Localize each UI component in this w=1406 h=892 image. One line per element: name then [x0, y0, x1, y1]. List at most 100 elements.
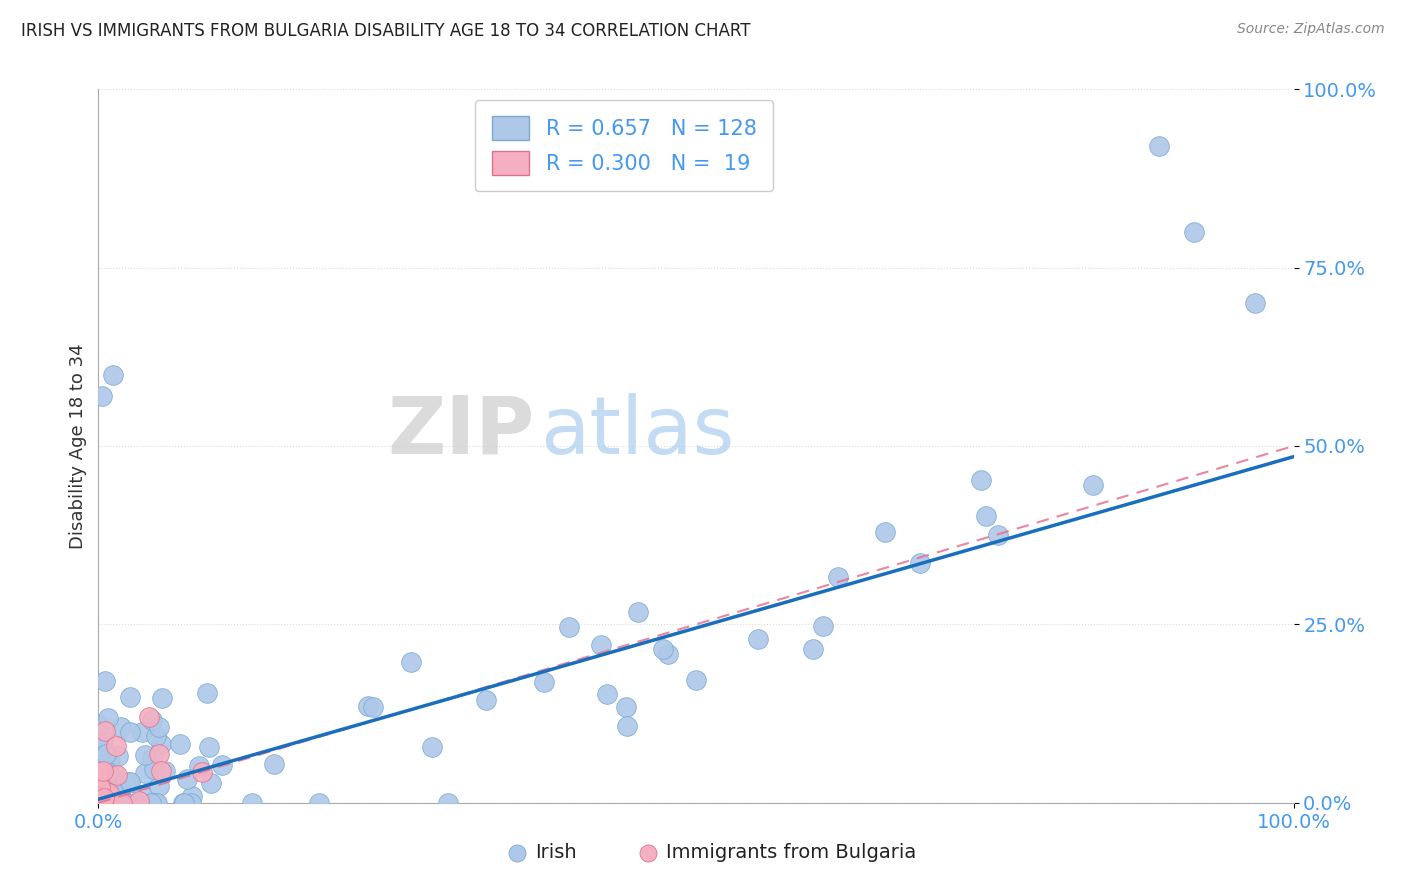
Y-axis label: Disability Age 18 to 34: Disability Age 18 to 34: [69, 343, 87, 549]
Point: [141, 751, 163, 765]
Point: [96, 772, 118, 786]
Point: [97, 765, 120, 780]
Point: [173, 796, 195, 810]
Point: [110, 781, 132, 796]
Point: [134, 747, 156, 762]
Point: [172, 796, 194, 810]
Point: [97, 757, 120, 772]
Text: Source: ZipAtlas.com: Source: ZipAtlas.com: [1237, 22, 1385, 37]
Point: [108, 796, 131, 810]
Point: [970, 473, 993, 487]
Point: [801, 642, 824, 657]
Point: [101, 796, 124, 810]
Point: [101, 796, 124, 810]
Point: [145, 796, 167, 810]
Point: [557, 619, 579, 633]
Point: [105, 768, 128, 782]
Point: [87, 752, 110, 766]
Point: [685, 673, 707, 688]
Point: [91, 389, 114, 403]
Point: [96, 787, 118, 801]
Point: [1182, 225, 1205, 239]
Point: [827, 569, 849, 583]
Point: [93, 790, 115, 805]
Point: [94, 748, 117, 763]
Point: [96, 796, 118, 810]
Point: [125, 796, 148, 810]
Point: [87, 796, 110, 810]
Point: [1149, 139, 1171, 153]
Point: [533, 675, 555, 690]
Point: [637, 846, 659, 860]
Point: [651, 641, 673, 656]
Point: [118, 724, 141, 739]
Point: [211, 758, 233, 772]
Point: [94, 674, 117, 689]
Point: [97, 787, 120, 801]
Point: [108, 796, 131, 810]
Point: [589, 638, 612, 652]
Point: [263, 756, 285, 771]
Point: [139, 796, 162, 810]
Point: [873, 524, 896, 539]
Point: [131, 725, 153, 739]
Text: ZIP: ZIP: [388, 392, 534, 471]
Point: [104, 796, 127, 810]
Point: [153, 764, 176, 778]
Point: [616, 718, 638, 732]
Point: [240, 796, 263, 810]
Point: [97, 767, 120, 781]
Point: [107, 749, 129, 764]
Point: [150, 691, 173, 706]
Point: [115, 796, 138, 810]
Point: [96, 789, 118, 803]
Point: [91, 796, 114, 810]
Text: atlas: atlas: [541, 392, 735, 471]
Point: [118, 775, 141, 789]
Point: [138, 710, 160, 724]
Point: [107, 784, 129, 798]
Point: [93, 796, 115, 810]
Point: [89, 770, 111, 784]
Point: [101, 792, 124, 806]
Point: [131, 789, 153, 803]
Point: [108, 796, 131, 810]
Point: [187, 759, 209, 773]
Point: [91, 796, 114, 810]
Point: [97, 793, 120, 807]
Point: [596, 687, 619, 701]
Point: [93, 764, 115, 778]
Point: [148, 780, 170, 794]
Text: Immigrants from Bulgaria: Immigrants from Bulgaria: [666, 843, 917, 863]
Text: Irish: Irish: [534, 843, 576, 863]
Point: [506, 846, 529, 860]
Point: [141, 796, 163, 810]
Point: [91, 796, 114, 810]
Point: [89, 796, 111, 810]
Point: [399, 655, 422, 669]
Point: [93, 788, 115, 802]
Point: [150, 764, 173, 778]
Point: [976, 509, 998, 524]
Point: [200, 775, 222, 789]
Point: [87, 796, 110, 810]
Point: [134, 766, 156, 780]
Point: [90, 796, 112, 810]
Point: [195, 686, 218, 700]
Point: [308, 796, 330, 810]
Point: [87, 796, 110, 810]
Point: [987, 528, 1010, 542]
Point: [148, 720, 170, 734]
Point: [98, 786, 121, 800]
Point: [747, 632, 769, 646]
Point: [181, 789, 204, 803]
Point: [90, 796, 112, 810]
Point: [89, 718, 111, 732]
Point: [198, 739, 221, 754]
Legend: R = 0.657   N = 128, R = 0.300   N =  19: R = 0.657 N = 128, R = 0.300 N = 19: [475, 100, 773, 192]
Point: [107, 790, 129, 805]
Point: [614, 700, 637, 714]
Point: [148, 747, 170, 762]
Point: [97, 711, 120, 725]
Point: [118, 775, 141, 789]
